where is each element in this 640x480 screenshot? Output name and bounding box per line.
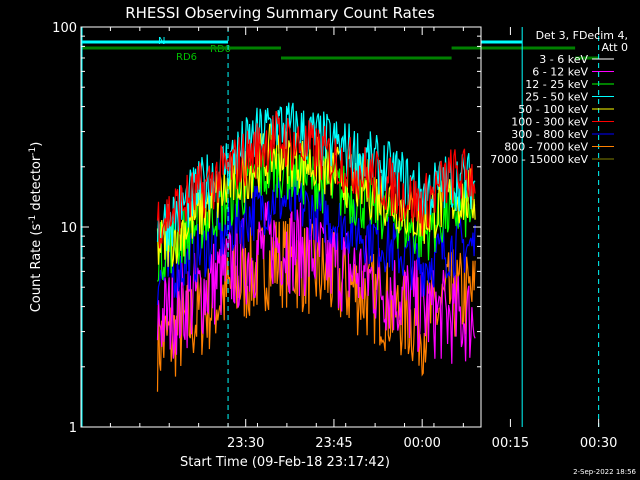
series-line-1 [156, 201, 476, 364]
y-label-part-1: Count Rate (s [29, 224, 44, 313]
x-tick-label: 00:30 [580, 436, 617, 451]
x-tick-label: 00:15 [492, 436, 529, 451]
legend-label: 6 - 12 keV [532, 66, 588, 79]
x-tick-label: 23:45 [315, 436, 352, 451]
y-axis-label: Count Rate (s-1 detector-1) [28, 142, 44, 313]
x-axis-label: Start Time (09-Feb-18 23:17:42) [180, 455, 390, 470]
legend-label: 3 - 6 keV [539, 53, 588, 66]
y-tick-label: 1 [69, 421, 77, 436]
y-label-part-3: ) [29, 142, 44, 147]
plot-data [156, 102, 476, 392]
chart-title: RHESSI Observing Summary Count Rates [125, 4, 435, 22]
legend-label: 25 - 50 keV [525, 91, 588, 104]
y-label-sup-2: -1 [28, 147, 38, 156]
legend-label: 12 - 25 keV [525, 78, 588, 91]
y-label-part-2: detector [29, 155, 44, 215]
timestamp: 2-Sep-2022 18:56 [573, 468, 636, 476]
x-tick-label: 00:00 [403, 436, 440, 451]
y-label-sup-1: -1 [28, 215, 38, 224]
series-line-7 [156, 218, 476, 392]
series-line-5 [156, 110, 476, 249]
annotation-layer: N RD0 RD6 [81, 27, 600, 427]
legend-label: 50 - 100 keV [518, 103, 588, 116]
legend-label: 800 - 7000 keV [504, 141, 588, 154]
x-tick-label: 23:30 [227, 436, 264, 451]
y-tick-label: 10 [60, 221, 77, 236]
annotation-rd6: RD6 [176, 52, 197, 63]
legend-header-1: Det 3, FDecim 4, [536, 29, 628, 42]
legend-label: 7000 - 15000 keV [490, 153, 588, 166]
y-tick-label: 100 [52, 21, 77, 36]
legend-label: 300 - 800 keV [511, 128, 588, 141]
legend-header-2: Att 0 [602, 41, 628, 54]
legend-label: 100 - 300 keV [511, 116, 588, 129]
